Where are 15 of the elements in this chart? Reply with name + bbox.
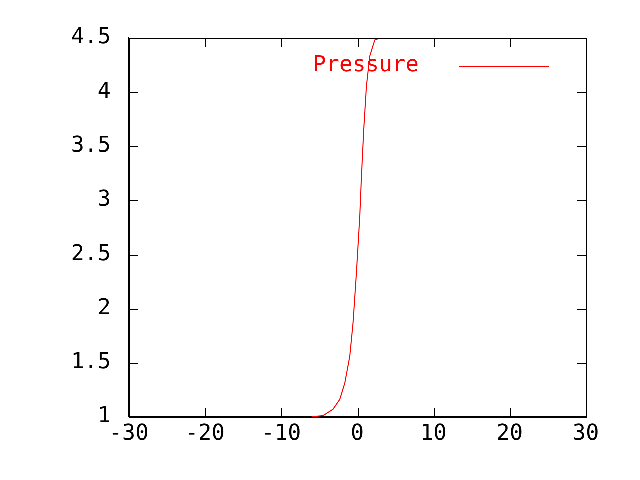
x-tick-label: 0	[350, 420, 364, 446]
x-tick-label: -20	[185, 420, 226, 446]
y-tick-label: 1.5	[71, 350, 111, 375]
y-tick-label: 4.5	[71, 24, 111, 50]
y-tick-label: 3.5	[71, 133, 111, 158]
y-tick-label: 1	[98, 404, 111, 429]
y-tick-label: 2.5	[71, 241, 111, 266]
x-tick-label: -30	[109, 420, 149, 446]
x-tick-label: 20	[496, 420, 524, 446]
y-tick-label: 2	[98, 295, 111, 320]
x-tick-label: 30	[572, 420, 600, 446]
y-tick-label: 3	[98, 187, 111, 212]
x-tick-label: -10	[261, 420, 302, 446]
y-tick-label: 4	[98, 78, 111, 104]
x-tick-label: 10	[420, 420, 447, 446]
